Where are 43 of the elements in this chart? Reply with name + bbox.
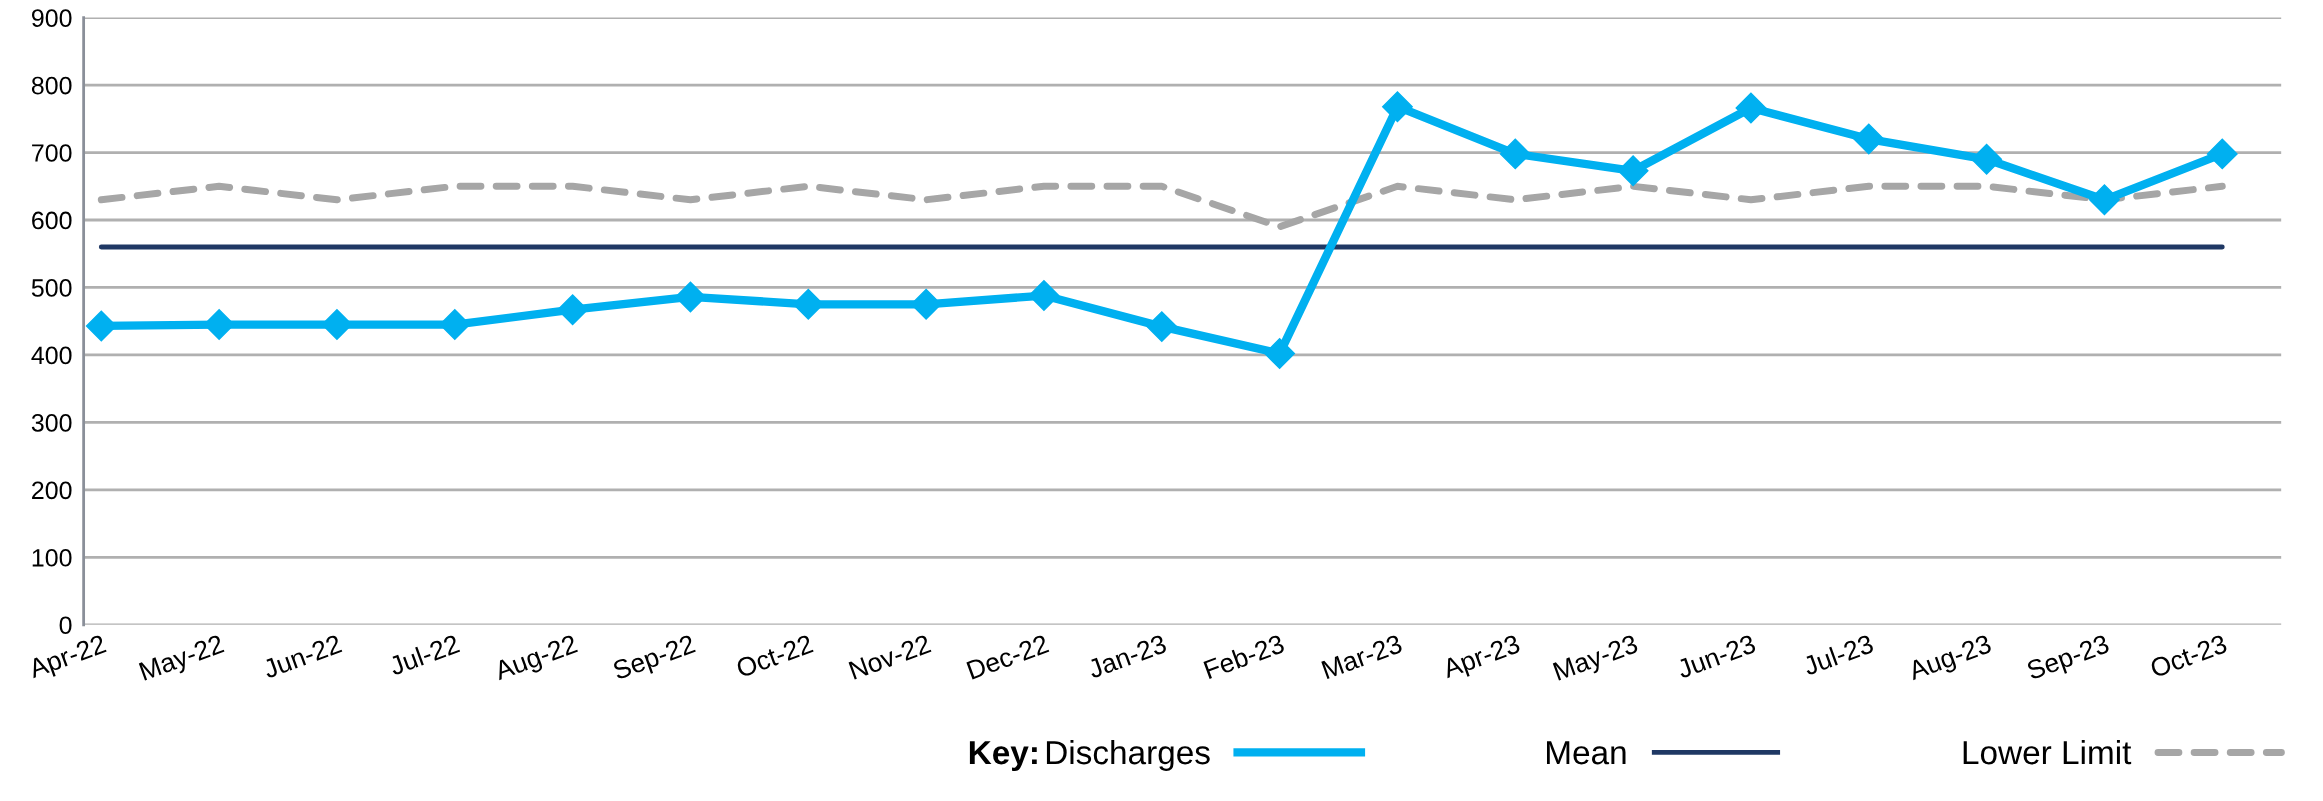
x-tick-label: Apr-23 [1441, 634, 1523, 684]
point [1971, 143, 2003, 175]
point [1853, 123, 1885, 155]
point [1382, 91, 1413, 123]
y-tick-label: 300 [31, 414, 72, 432]
y-tick-label: 500 [31, 279, 72, 297]
y-tick-label: 400 [31, 346, 72, 365]
y-tick-label: 700 [32, 144, 72, 162]
x-tick-label: Jul-22 [387, 633, 461, 676]
point [792, 288, 824, 320]
y-tick-label: 900 [31, 9, 72, 27]
legend-label: Mean [1546, 741, 1626, 765]
x-tick-label: Jan-23 [1086, 634, 1168, 679]
x-tick-label: Oct-23 [2149, 634, 2228, 678]
point [1264, 338, 1296, 370]
x-tick-label: Jun-22 [261, 634, 343, 679]
point [1617, 155, 1649, 187]
point [1499, 138, 1531, 170]
legend-label: Lower Limit [1963, 739, 2132, 765]
point [1735, 92, 1767, 124]
x-tick-label: Feb-23 [1203, 633, 1286, 680]
x-tick-label: Jul-23 [1801, 633, 1875, 676]
y-tick-label: 0 [59, 616, 72, 635]
x-tick-label: Mar-23 [1321, 634, 1403, 680]
point [1028, 280, 1060, 311]
legend-label: Discharges [1046, 739, 1210, 771]
point [557, 294, 589, 326]
y-tick-label: 600 [32, 211, 72, 230]
point [2089, 184, 2120, 216]
x-tick-label: Sep-23 [2025, 634, 2112, 685]
x-tick-label: Jun-23 [1675, 634, 1757, 679]
x-tick-label: Sep-22 [611, 634, 698, 685]
y-tick-label: 200 [32, 481, 72, 500]
point [439, 309, 471, 341]
y-tick-label: 100 [32, 548, 72, 567]
point [1146, 311, 1178, 343]
x-tick-label: Oct-22 [735, 634, 814, 678]
x-tick-label: Apr-22 [27, 634, 109, 684]
point [2206, 138, 2238, 170]
legend-title: Key: [969, 741, 1037, 772]
point [675, 281, 706, 313]
y-tick-label: 800 [31, 76, 72, 95]
point [85, 310, 117, 342]
